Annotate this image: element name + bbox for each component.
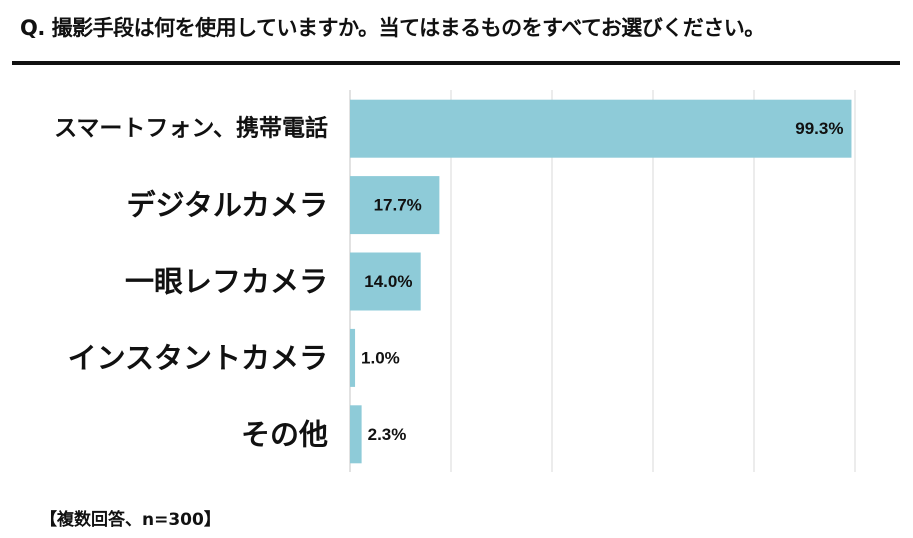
- title-divider: [12, 61, 900, 65]
- value-label: 1.0%: [361, 348, 400, 367]
- bar: [350, 252, 421, 311]
- value-labels: 99.3% 17.7% 14.0% 1.0% 2.3%: [361, 119, 843, 444]
- value-label: 17.7%: [374, 196, 422, 215]
- category-label: スマートフォン、携帯電話: [54, 115, 328, 142]
- value-label: 14.0%: [364, 272, 412, 291]
- bar: [350, 99, 852, 158]
- category-label: デジタルカメラ: [126, 188, 328, 222]
- question-title: Q. 撮影手段は何を使用していますか。当てはまるものをすべてお選びください。: [20, 16, 765, 40]
- bar: [350, 405, 362, 464]
- value-label: 2.3%: [368, 425, 407, 444]
- category-label: 一眼レフカメラ: [125, 265, 328, 299]
- bar: [350, 328, 356, 387]
- sample-note: 【複数回答、n=300】: [40, 510, 221, 530]
- category-label: その他: [241, 417, 328, 451]
- value-label: 99.3%: [795, 119, 843, 138]
- bar: [350, 176, 440, 235]
- category-label: インスタントカメラ: [68, 341, 328, 375]
- bars: [350, 99, 852, 464]
